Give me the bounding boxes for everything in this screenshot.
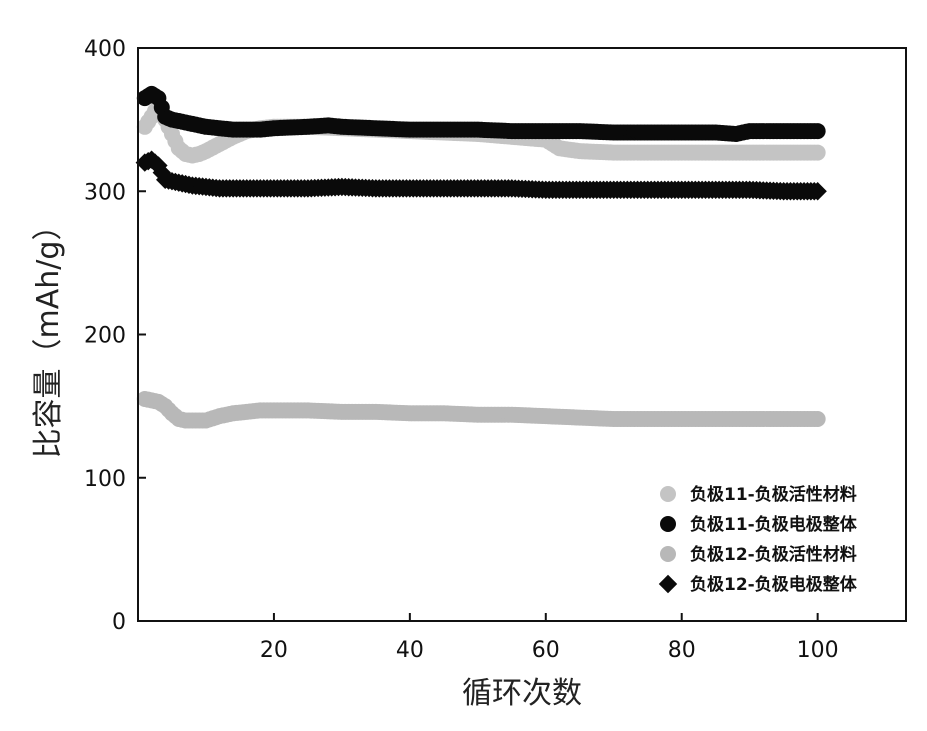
data-point [809, 411, 826, 428]
series-2 [136, 85, 826, 142]
series-4 [135, 150, 827, 201]
x-tick-label: 80 [668, 638, 696, 663]
data-point [809, 144, 826, 161]
y-axis-title: 比容量（mAh/g） [31, 211, 66, 459]
legend-label: 负极12-负极活性材料 [690, 544, 857, 565]
x-axis-title: 循环次数 [462, 676, 582, 711]
legend-marker [660, 546, 676, 562]
x-tick-label: 100 [797, 638, 839, 663]
series-3 [136, 390, 826, 429]
x-axis-ticks: 20 40 60 80 100 [260, 613, 839, 663]
legend-label: 负极11-负极电极整体 [690, 514, 858, 535]
legend-label: 负极11-负极活性材料 [690, 484, 857, 505]
data-point [808, 182, 827, 201]
y-tick-label: 0 [112, 610, 126, 635]
legend-marker [660, 516, 676, 532]
y-tick-label: 300 [84, 180, 126, 205]
legend-marker [658, 574, 678, 594]
y-tick-label: 100 [84, 467, 126, 492]
x-tick-label: 60 [532, 638, 560, 663]
legend: 负极11-负极活性材料负极11-负极电极整体负极12-负极活性材料负极12-负极… [658, 484, 858, 595]
data-point [149, 156, 168, 175]
x-tick-label: 20 [260, 638, 288, 663]
x-tick-label: 40 [396, 638, 424, 663]
data-point [809, 123, 826, 140]
y-tick-label: 400 [84, 37, 126, 62]
y-axis-ticks: 0 100 200 300 400 [84, 37, 146, 635]
legend-marker [660, 486, 676, 502]
y-tick-label: 200 [84, 324, 126, 349]
plot-marks [135, 85, 827, 429]
legend-label: 负极12-负极电极整体 [690, 574, 858, 595]
